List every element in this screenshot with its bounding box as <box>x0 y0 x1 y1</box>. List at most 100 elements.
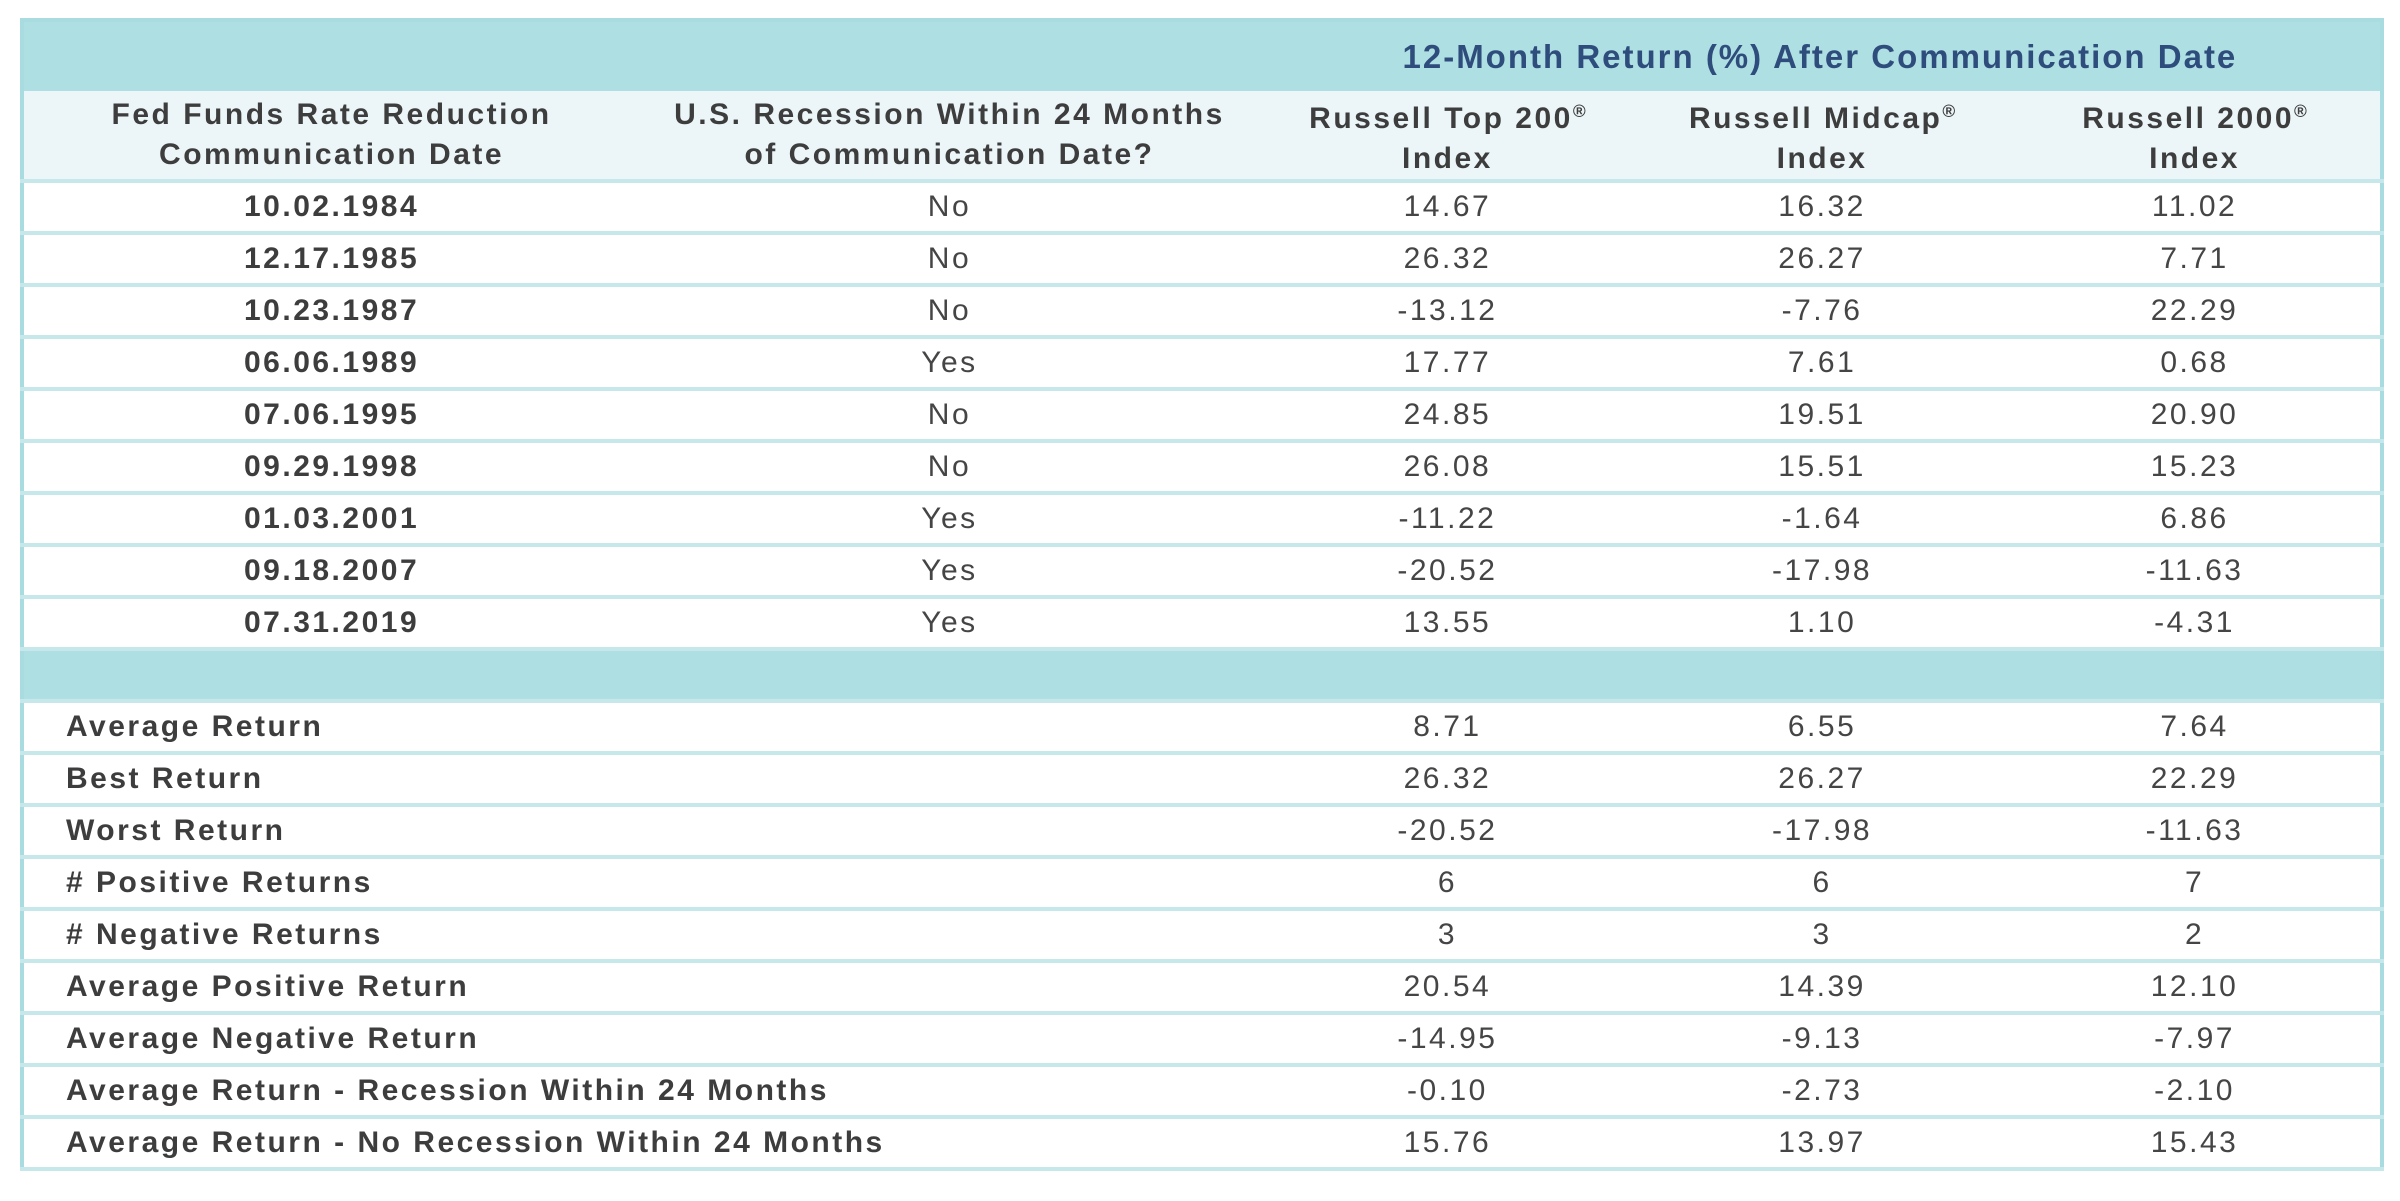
summary-value-cell: -17.98 <box>1635 805 2010 859</box>
fed-funds-returns-table: 12-Month Return (%) After Communication … <box>20 18 2384 1171</box>
data-row: 09.18.2007 Yes -20.52 -17.98 -11.63 <box>22 545 2382 599</box>
summary-value-cell: 15.76 <box>1259 1117 1636 1171</box>
column-header-line1: Fed Funds Rate Reduction <box>111 98 552 131</box>
summary-value-cell: 6.55 <box>1635 701 2010 755</box>
summary-value-cell: 7 <box>2009 857 2382 911</box>
recession-cell: No <box>639 389 1260 443</box>
summary-label-cell: Worst Return <box>22 805 1260 859</box>
return-value-cell: 13.55 <box>1259 597 1636 651</box>
summary-value-cell: 6 <box>1259 857 1636 911</box>
summary-value-cell: 12.10 <box>2009 961 2382 1015</box>
return-value-cell: 26.08 <box>1259 441 1636 495</box>
return-value-cell: -13.12 <box>1259 285 1636 339</box>
communication-date-cell: 01.03.2001 <box>22 493 640 547</box>
return-value-cell: 7.61 <box>1635 337 2010 391</box>
data-row: 07.31.2019 Yes 13.55 1.10 -4.31 <box>22 597 2382 651</box>
recession-cell: Yes <box>639 337 1260 391</box>
summary-row: Best Return 26.32 26.27 22.29 <box>22 753 2382 807</box>
summary-value-cell: -2.73 <box>1635 1065 2010 1119</box>
column-header-line2: Communication Date <box>159 138 505 171</box>
return-value-cell: -17.98 <box>1635 545 2010 599</box>
summary-row: Worst Return -20.52 -17.98 -11.63 <box>22 805 2382 859</box>
column-header-line2: Index <box>1776 142 1868 175</box>
summary-row: Average Negative Return -14.95 -9.13 -7.97 <box>22 1013 2382 1067</box>
column-header-line2: of Communication Date? <box>744 138 1155 171</box>
summary-label-cell: Average Return <box>22 701 1260 755</box>
column-header-2: Russell Top 200® Index <box>1259 91 1636 183</box>
column-header-line1: Russell Top 200 <box>1309 102 1573 135</box>
summary-value-cell: 22.29 <box>2009 753 2382 807</box>
summary-label-cell: Average Positive Return <box>22 961 1260 1015</box>
summary-value-cell: 8.71 <box>1259 701 1636 755</box>
return-value-cell: 11.02 <box>2009 181 2382 235</box>
summary-label-cell: # Positive Returns <box>22 857 1260 911</box>
return-value-cell: 19.51 <box>1635 389 2010 443</box>
data-row: 07.06.1995 No 24.85 19.51 20.90 <box>22 389 2382 443</box>
return-value-cell: 26.32 <box>1259 233 1636 287</box>
summary-rows-section: Average Return 8.71 6.55 7.64 Best Return 26.… <box>22 701 2382 1171</box>
summary-value-cell: -9.13 <box>1635 1013 2010 1067</box>
summary-row: Average Positive Return 20.54 14.39 12.10 <box>22 961 2382 1015</box>
summary-row: # Positive Returns 6 6 7 <box>22 857 2382 911</box>
summary-row: Average Return 8.71 6.55 7.64 <box>22 701 2382 755</box>
data-row: 09.29.1998 No 26.08 15.51 15.23 <box>22 441 2382 495</box>
summary-row: Average Return - Recession Within 24 Mon… <box>22 1065 2382 1119</box>
summary-label-cell: # Negative Returns <box>22 909 1260 963</box>
column-header-row: Fed Funds Rate Reduction Communication Da… <box>22 91 2382 183</box>
summary-value-cell: -7.97 <box>2009 1013 2382 1067</box>
summary-value-cell: 26.27 <box>1635 753 2010 807</box>
communication-date-cell: 10.23.1987 <box>22 285 640 339</box>
table-title: 12-Month Return (%) After Communication … <box>1259 20 2382 91</box>
return-value-cell: 20.90 <box>2009 389 2382 443</box>
communication-date-cell: 09.18.2007 <box>22 545 640 599</box>
return-value-cell: -4.31 <box>2009 597 2382 651</box>
communication-date-cell: 07.31.2019 <box>22 597 640 651</box>
summary-value-cell: 20.54 <box>1259 961 1636 1015</box>
recession-cell: Yes <box>639 493 1260 547</box>
summary-value-cell: -0.10 <box>1259 1065 1636 1119</box>
communication-date-cell: 06.06.1989 <box>22 337 640 391</box>
recession-cell: No <box>639 181 1260 235</box>
return-value-cell: 7.71 <box>2009 233 2382 287</box>
summary-label-cell: Best Return <box>22 753 1260 807</box>
summary-row: # Negative Returns 3 3 2 <box>22 909 2382 963</box>
summary-value-cell: 13.97 <box>1635 1117 2010 1171</box>
return-value-cell: -7.76 <box>1635 285 2010 339</box>
summary-value-cell: 2 <box>2009 909 2382 963</box>
column-header-3: Russell Midcap® Index <box>1635 91 2010 183</box>
summary-label-cell: Average Return - No Recession Within 24 … <box>22 1117 1260 1171</box>
spacer-row <box>22 649 2382 703</box>
summary-value-cell: -2.10 <box>2009 1065 2382 1119</box>
spacer-cell <box>22 649 2382 703</box>
recession-cell: No <box>639 441 1260 495</box>
recession-cell: Yes <box>639 597 1260 651</box>
summary-value-cell: 15.43 <box>2009 1117 2382 1171</box>
summary-value-cell: -14.95 <box>1259 1013 1636 1067</box>
column-header-line2: Index <box>1401 142 1493 175</box>
return-value-cell: -11.22 <box>1259 493 1636 547</box>
communication-date-cell: 10.02.1984 <box>22 181 640 235</box>
spacer-section <box>22 649 2382 703</box>
summary-value-cell: 7.64 <box>2009 701 2382 755</box>
column-header-line1: Russell Midcap <box>1688 102 1943 135</box>
return-value-cell: -11.63 <box>2009 545 2382 599</box>
date-rows-section: 10.02.1984 No 14.67 16.32 11.02 12.17.1985 No 2… <box>22 181 2382 651</box>
return-value-cell: 22.29 <box>2009 285 2382 339</box>
summary-value-cell: -20.52 <box>1259 805 1636 859</box>
title-row: 12-Month Return (%) After Communication … <box>22 20 2382 91</box>
summary-row: Average Return - No Recession Within 24 … <box>22 1117 2382 1171</box>
return-value-cell: 14.67 <box>1259 181 1636 235</box>
return-value-cell: 1.10 <box>1635 597 2010 651</box>
registered-mark: ® <box>1942 101 1956 121</box>
column-header-line2: Index <box>2149 142 2240 175</box>
return-value-cell: 26.27 <box>1635 233 2010 287</box>
communication-date-cell: 12.17.1985 <box>22 233 640 287</box>
summary-value-cell: -11.63 <box>2009 805 2382 859</box>
recession-cell: No <box>639 233 1260 287</box>
return-value-cell: 17.77 <box>1259 337 1636 391</box>
column-header-line1: Russell 2000 <box>2082 102 2295 135</box>
return-value-cell: 15.51 <box>1635 441 2010 495</box>
column-header-4: Russell 2000® Index <box>2009 91 2382 183</box>
summary-value-cell: 26.32 <box>1259 753 1636 807</box>
